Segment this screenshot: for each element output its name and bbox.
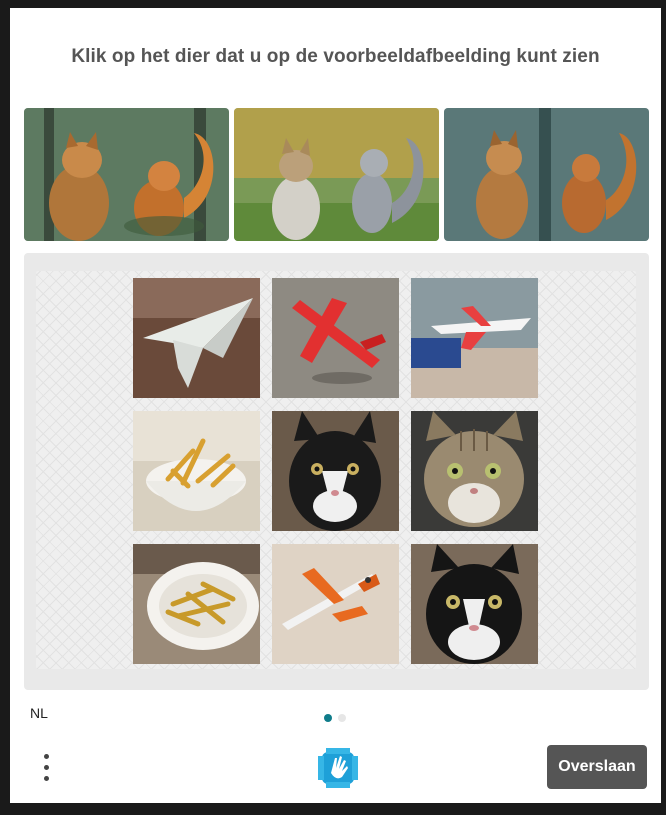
tabby-cat-icon	[411, 411, 538, 531]
orange-toy-airplane-icon	[272, 544, 399, 664]
fries-bowl-icon	[133, 411, 260, 531]
cat-and-squirrel-example-icon	[234, 108, 439, 241]
toy-jet-icon	[411, 278, 538, 398]
example-image-2	[234, 108, 439, 241]
example-image-1	[24, 108, 229, 241]
captcha-dialog: Klik op het dier dat u op de voorbeeldaf…	[10, 8, 661, 803]
page-indicator	[324, 709, 352, 727]
grid-tile-9[interactable]	[411, 544, 538, 664]
hcaptcha-logo-icon	[316, 746, 360, 790]
more-menu-icon[interactable]	[38, 748, 54, 788]
grid-tile-3[interactable]	[411, 278, 538, 398]
black-white-cat-icon	[411, 544, 538, 664]
grid-tile-6[interactable]	[411, 411, 538, 531]
grid-tile-2[interactable]	[272, 278, 399, 398]
grid-tile-4[interactable]	[133, 411, 260, 531]
page-dot-inactive	[338, 714, 346, 722]
grid-tile-8[interactable]	[272, 544, 399, 664]
cat-and-squirrel-example-icon	[444, 108, 649, 241]
challenge-grid-panel	[24, 253, 649, 690]
example-images	[24, 108, 649, 241]
grid-tile-1[interactable]	[133, 278, 260, 398]
language-selector[interactable]: NL	[30, 705, 48, 721]
challenge-grid	[36, 271, 636, 669]
page-dot-active	[324, 714, 332, 722]
paper-airplane-icon	[133, 278, 260, 398]
fries-bowl-icon	[133, 544, 260, 664]
skip-button[interactable]: Overslaan	[547, 745, 647, 789]
example-image-3	[444, 108, 649, 241]
grid-tile-5[interactable]	[272, 411, 399, 531]
black-white-cat-icon	[272, 411, 399, 531]
prompt-title: Klik op het dier dat u op de voorbeeldaf…	[71, 46, 600, 67]
red-toy-airplane-icon	[272, 278, 399, 398]
cat-and-squirrel-example-icon	[24, 108, 229, 241]
grid-tile-7[interactable]	[133, 544, 260, 664]
